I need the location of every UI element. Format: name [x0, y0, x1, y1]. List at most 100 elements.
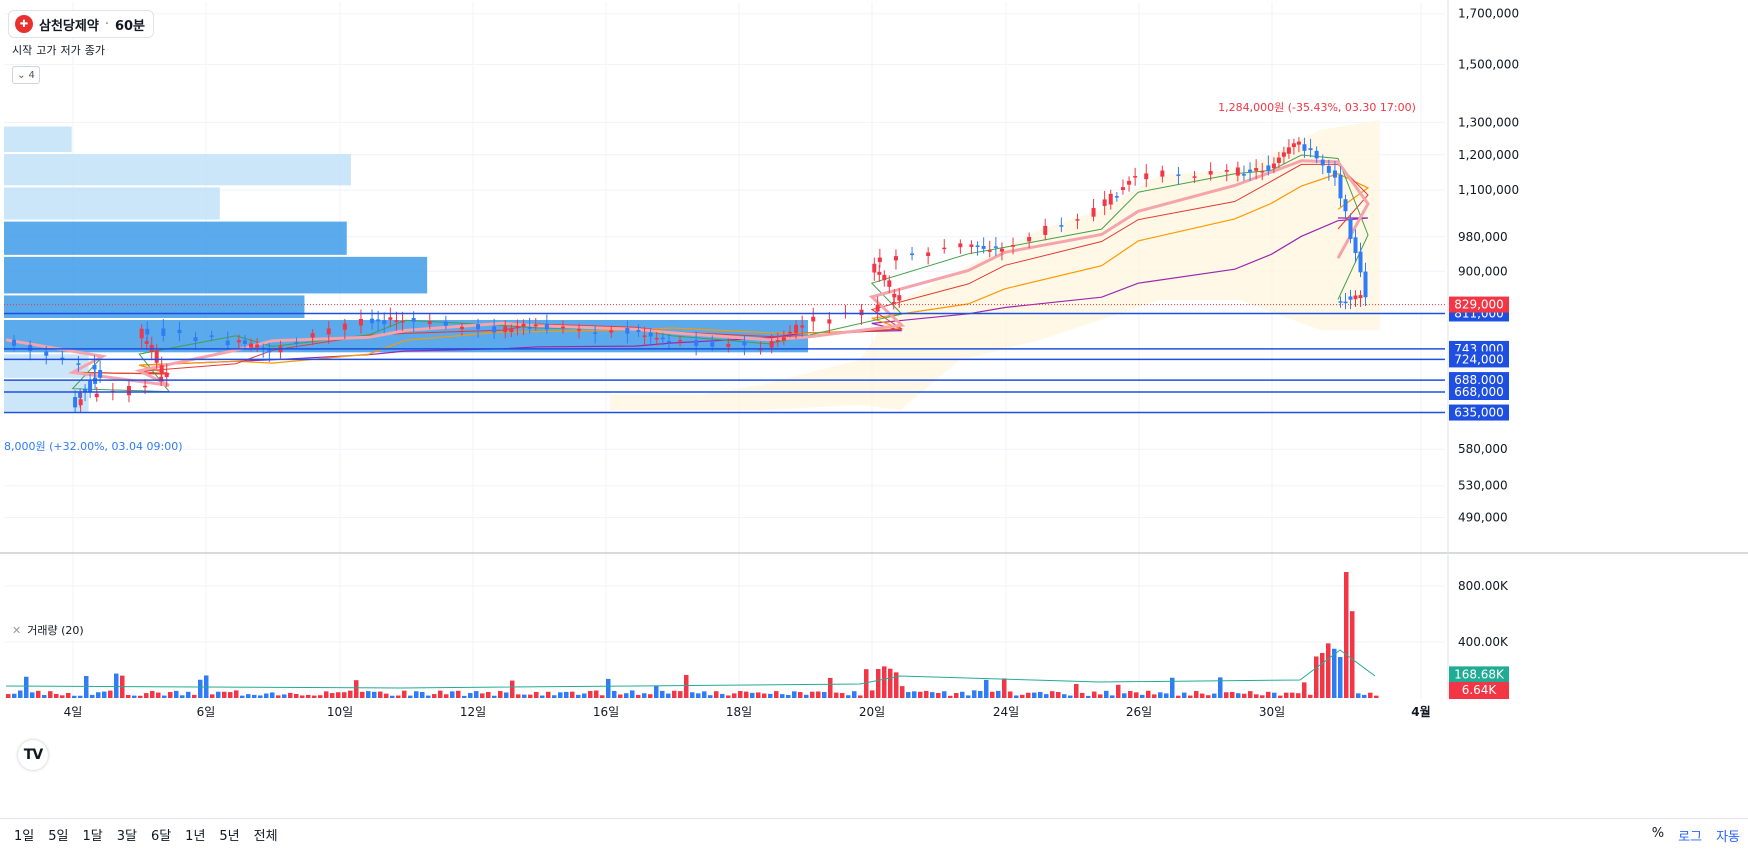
symbol-badge[interactable]: ✚ 삼천당제약 · 60분: [8, 10, 155, 38]
volume-bar: [564, 691, 569, 698]
volume-bar: [912, 691, 917, 698]
volume-bar: [102, 691, 107, 698]
volume-bar: [1236, 693, 1241, 698]
volume-bar: [804, 694, 809, 698]
candle-body: [1011, 245, 1016, 247]
candle-body: [388, 317, 393, 320]
scale-options: % 로그 자동: [1652, 826, 1740, 845]
volume-profile-bar: [4, 126, 72, 153]
volume-bar: [684, 674, 689, 698]
volume-bar: [726, 695, 731, 698]
candle-body: [1133, 176, 1138, 178]
ohlc-low-label: 저가: [60, 44, 81, 57]
volume-bar: [378, 691, 383, 698]
volume-bar: [732, 693, 737, 698]
candle-body: [527, 327, 532, 329]
range-1d-button[interactable]: 1일: [14, 829, 35, 844]
candle-body: [376, 319, 381, 322]
candle-body: [1358, 251, 1363, 273]
time-axis-tick: 30일: [1259, 705, 1285, 719]
volume-bar: [1026, 692, 1031, 698]
price-axis-tick: 1,300,000: [1458, 115, 1519, 129]
volume-bar: [180, 695, 185, 698]
volume-bar: [1224, 692, 1229, 698]
volume-bar: [126, 695, 131, 698]
indicator-collapse-button[interactable]: ⌄ 4: [12, 66, 40, 84]
log-scale-button[interactable]: 로그: [1678, 830, 1703, 845]
volume-bar: [48, 691, 53, 698]
candle-body: [459, 326, 464, 330]
volume-bar: [1152, 694, 1157, 698]
volume-bar: [948, 695, 953, 698]
interval-label[interactable]: 60분: [114, 18, 146, 34]
candle-body: [161, 328, 166, 336]
volume-bar: [1050, 691, 1055, 698]
auto-scale-button[interactable]: 자동: [1716, 830, 1740, 845]
volume-bar: [138, 695, 143, 698]
candle-body: [411, 317, 416, 322]
volume-bar: [714, 691, 719, 698]
candle-body: [358, 318, 363, 326]
candle-body: [1338, 301, 1343, 303]
range-1m-button[interactable]: 1달: [82, 829, 103, 844]
candle-body: [443, 321, 448, 326]
volume-bar: [288, 692, 293, 698]
volume-bar: [594, 690, 599, 698]
range-all-button[interactable]: 전체: [253, 829, 278, 844]
range-5y-button[interactable]: 5년: [219, 829, 240, 844]
volume-bar: [756, 692, 761, 698]
candle-body: [877, 271, 882, 275]
range-1y-button[interactable]: 1년: [185, 829, 206, 844]
volume-bar: [852, 691, 857, 698]
candle-body: [92, 364, 97, 370]
volume-bar: [978, 691, 983, 698]
volume-bar: [834, 692, 839, 698]
volume-bar: [888, 668, 893, 698]
range-6m-button[interactable]: 6달: [150, 829, 172, 844]
volume-bar: [666, 693, 671, 698]
candle-body: [78, 399, 83, 406]
candle-body: [891, 302, 896, 304]
percent-scale-button[interactable]: %: [1651, 826, 1665, 841]
chevron-down-icon: ⌄: [17, 69, 26, 81]
candle-body: [1120, 187, 1125, 191]
volume-axis-tick: 800.00K: [1458, 579, 1509, 593]
volume-bar: [1194, 691, 1199, 698]
volume-bar: [168, 692, 173, 698]
chart-canvas[interactable]: 811,000743,000724,000688,000668,000635,0…: [0, 0, 1748, 818]
volume-bar: [1062, 694, 1067, 698]
range-5d-button[interactable]: 5일: [48, 829, 69, 844]
close-icon[interactable]: ✕: [12, 623, 22, 637]
high-annotation: 1,284,000원 (-35.43%, 03.30 17:00): [1218, 101, 1416, 114]
volume-bar: [624, 693, 629, 698]
volume-bar: [690, 692, 695, 698]
volume-bar: [954, 693, 959, 698]
price-axis-tick: 1,100,000: [1458, 183, 1519, 197]
volume-bar: [828, 677, 833, 698]
volume-bar: [336, 692, 341, 698]
candle-body: [1108, 193, 1113, 205]
volume-bar: [12, 693, 17, 698]
volume-profile-bar: [4, 295, 305, 318]
candle-body: [427, 321, 432, 325]
ichimoku-base-line: [5, 159, 1370, 387]
volume-bar: [1290, 692, 1295, 698]
candle-body: [394, 320, 399, 322]
range-3m-button[interactable]: 3달: [116, 829, 137, 844]
volume-bar: [1314, 656, 1319, 698]
candle-body: [60, 357, 65, 360]
volume-bar: [1074, 684, 1079, 698]
volume-bar: [1230, 691, 1235, 698]
tradingview-logo-icon[interactable]: TV: [18, 740, 48, 770]
candle-body: [1286, 147, 1291, 154]
price-axis-tick: 1,500,000: [1458, 57, 1519, 71]
time-axis-tick: 4일: [64, 705, 83, 719]
candle-body: [1260, 171, 1265, 173]
volume-bar: [654, 685, 659, 698]
volume-bar: [612, 690, 617, 698]
volume-bar: [1134, 692, 1139, 698]
volume-bar: [1044, 694, 1049, 698]
volume-bar: [408, 695, 413, 698]
candle-body: [98, 370, 103, 378]
